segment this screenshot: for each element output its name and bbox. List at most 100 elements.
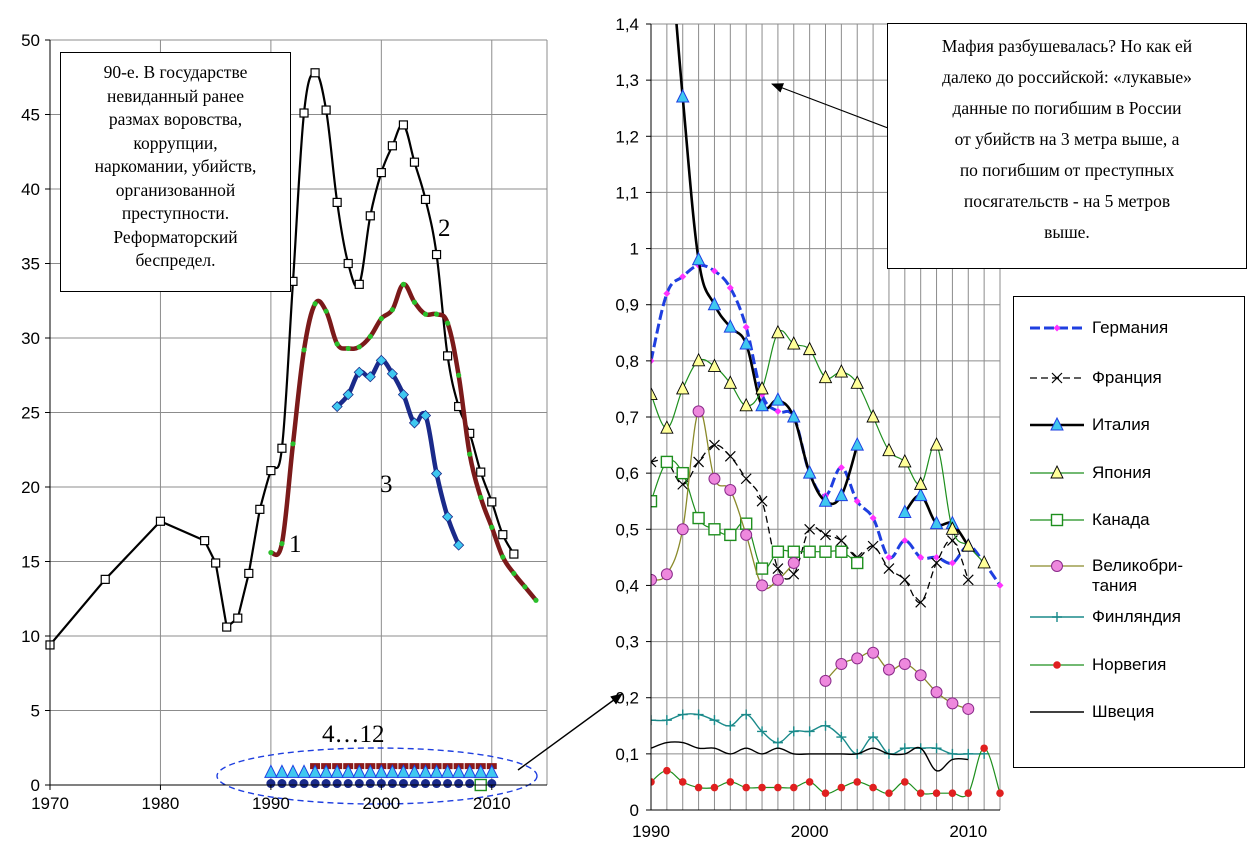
y-tick-label: 0,5	[615, 520, 639, 539]
data-point	[835, 545, 848, 558]
data-point	[914, 669, 927, 682]
y-tick-label: 25	[21, 404, 40, 423]
y-tick-label: 0	[630, 801, 639, 820]
data-point	[691, 251, 706, 266]
data-point	[467, 451, 473, 457]
annotation-line: данные по погибшим в России	[952, 98, 1182, 118]
cluster-point	[409, 779, 419, 789]
data-point	[709, 715, 720, 726]
cluster-point	[288, 779, 298, 789]
series-line	[651, 410, 795, 590]
cluster-point	[421, 779, 431, 789]
data-point	[901, 778, 909, 786]
data-point	[725, 720, 736, 731]
data-point	[789, 783, 798, 792]
data-point	[786, 408, 801, 423]
cluster-point	[275, 764, 289, 778]
cluster-point	[299, 779, 309, 789]
data-point	[387, 141, 397, 151]
data-point	[837, 464, 845, 472]
data-point	[866, 408, 880, 423]
data-point	[677, 709, 688, 720]
data-point	[948, 559, 956, 567]
legend-label: Канада	[1092, 510, 1150, 529]
data-point	[375, 354, 387, 366]
legend-label: Великобри-тания	[1092, 556, 1184, 595]
data-point	[803, 545, 816, 558]
annotation-line: от убийств на 3 метра выше, а	[954, 129, 1180, 149]
data-point	[805, 778, 814, 786]
legend-item: Финляндия	[1014, 602, 1244, 632]
data-point	[868, 732, 879, 743]
legend-swatch	[1030, 612, 1084, 622]
data-point	[332, 197, 342, 208]
series-1	[268, 281, 539, 603]
legend-marker	[1050, 416, 1064, 431]
data-point	[867, 540, 879, 552]
data-point	[804, 523, 816, 535]
cluster-point	[264, 764, 278, 778]
cluster-point	[310, 779, 320, 789]
cluster-point	[352, 764, 367, 778]
data-point	[651, 495, 658, 508]
y-tick-label: 10	[21, 627, 40, 646]
legend-swatch	[1030, 661, 1084, 669]
data-point	[342, 389, 354, 401]
data-point	[851, 556, 864, 570]
data-point	[663, 766, 671, 775]
y-tick-label: 45	[21, 106, 40, 125]
cluster-point	[440, 764, 455, 778]
data-point	[323, 308, 329, 314]
data-point	[882, 663, 895, 676]
cluster-point	[286, 764, 300, 778]
legend-swatch	[1030, 513, 1084, 527]
y-tick-label: 1,4	[615, 15, 639, 34]
data-point	[996, 581, 1004, 589]
data-point	[820, 720, 831, 731]
cluster-point	[308, 764, 322, 778]
annotation-line: далеко до российской: «лукавые»	[942, 67, 1192, 87]
data-point	[533, 597, 539, 603]
data-point	[836, 732, 847, 743]
data-point	[707, 296, 722, 311]
data-point	[818, 369, 833, 384]
y-tick-label: 0,6	[615, 464, 639, 483]
data-point	[820, 529, 831, 541]
data-point	[930, 686, 943, 699]
data-point	[707, 358, 722, 372]
data-point	[917, 553, 925, 561]
cluster-point	[385, 764, 400, 778]
data-point	[804, 726, 815, 737]
data-point	[913, 476, 928, 490]
series-line	[651, 713, 985, 756]
data-point	[661, 715, 672, 726]
data-point	[431, 249, 442, 260]
annotation-line: размах воровства,	[108, 109, 243, 129]
data-point	[818, 493, 833, 507]
legend-swatch	[1030, 372, 1084, 384]
cluster-point	[443, 779, 453, 789]
data-point	[723, 319, 738, 333]
legend-marker	[1053, 661, 1061, 669]
cluster-point	[297, 764, 311, 778]
data-point	[802, 341, 817, 356]
data-point	[692, 511, 705, 525]
data-point	[301, 347, 307, 353]
cluster-point	[321, 779, 331, 789]
data-point	[834, 364, 849, 378]
data-point	[742, 783, 750, 792]
data-point	[693, 709, 704, 720]
data-point	[948, 789, 957, 797]
legend-label: Швеция	[1092, 702, 1155, 721]
cluster-point	[376, 779, 386, 789]
data-point	[835, 658, 848, 671]
data-point	[660, 455, 674, 469]
data-point	[929, 515, 944, 530]
left-annotation-box: 90-е. В государстве невиданный ранее разма…	[60, 52, 291, 292]
data-point	[850, 375, 864, 389]
x-tick-label: 2000	[791, 822, 829, 841]
cluster-point	[374, 764, 389, 778]
data-point	[739, 335, 753, 350]
series-line	[651, 741, 969, 772]
data-point	[916, 789, 925, 797]
